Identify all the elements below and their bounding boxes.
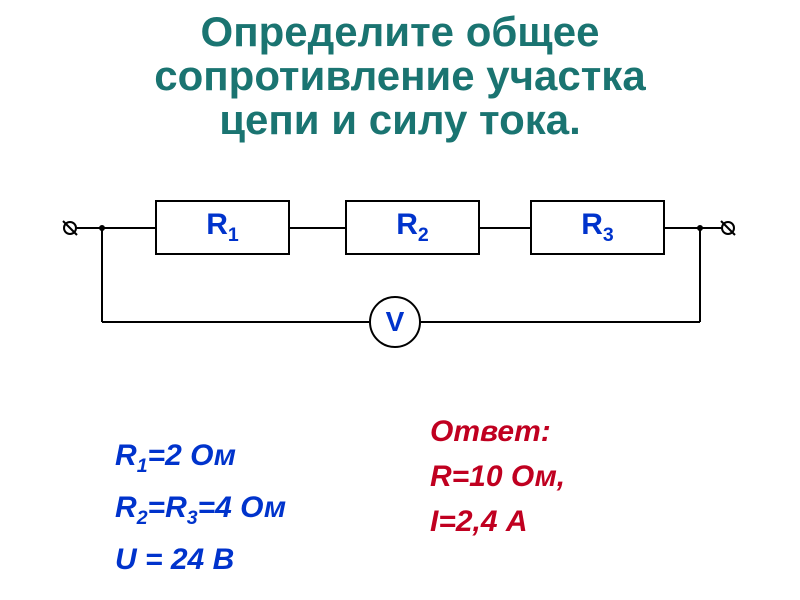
given-line-3: U = 24 В <box>65 509 234 600</box>
title-line-1: Определите общее <box>0 10 800 54</box>
circuit-diagram: R1 R2 R3 V <box>60 190 740 375</box>
answer-line-3: I=2,4 А <box>430 505 528 539</box>
title-line-3: цепи и силу тока. <box>0 98 800 142</box>
resistor-r1: R1 <box>155 200 290 255</box>
resistor-r3: R3 <box>530 200 665 255</box>
resistor-r3-label: R3 <box>581 208 614 247</box>
title-line-2: сопротивление участка <box>0 54 800 98</box>
voltmeter: V <box>369 296 421 348</box>
resistor-r2: R2 <box>345 200 480 255</box>
resistor-r1-label: R1 <box>206 208 239 247</box>
resistor-r2-label: R2 <box>396 208 429 247</box>
page-title: Определите общее сопротивление участка ц… <box>0 10 800 142</box>
page-root: Определите общее сопротивление участка ц… <box>0 0 800 600</box>
answer-line-2: R=10 Ом, <box>430 460 565 494</box>
answer-line-1: Ответ: <box>430 415 551 449</box>
voltmeter-label: V <box>386 306 405 338</box>
